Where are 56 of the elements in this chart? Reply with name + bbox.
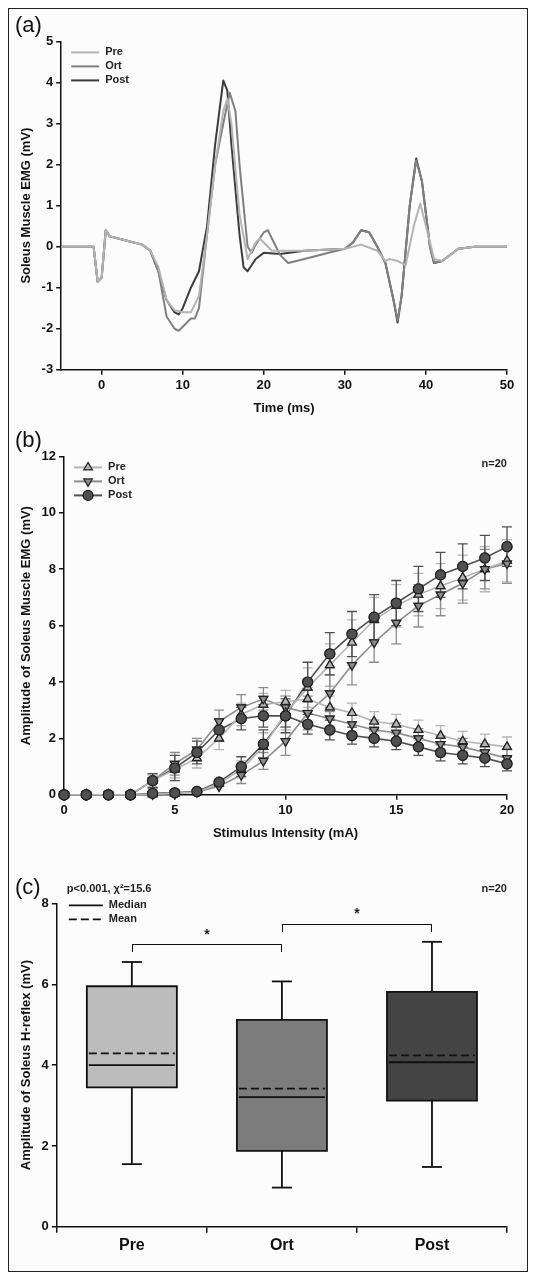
x-tick-label: Pre bbox=[118, 1235, 145, 1253]
y-tick-label: 6 bbox=[48, 617, 57, 633]
y-tick-label: -2 bbox=[41, 320, 54, 336]
annotation: Mean bbox=[108, 912, 138, 925]
y-axis-title: Soleus Muscle EMG (mV) bbox=[18, 127, 34, 284]
x-tick-label: 10 bbox=[278, 802, 293, 818]
y-tick-label: 2 bbox=[41, 1137, 49, 1153]
legend-label: Post bbox=[105, 73, 130, 86]
y-tick-label: 12 bbox=[41, 447, 57, 463]
chart-title: (c) bbox=[15, 874, 41, 900]
annotation: n=20 bbox=[481, 456, 507, 469]
x-axis-title: Stimulus Intensity (mA) bbox=[212, 824, 359, 840]
y-tick-label: 0 bbox=[48, 786, 57, 802]
y-tick-label: 2 bbox=[48, 729, 57, 745]
x-tick-label: 20 bbox=[499, 802, 515, 818]
text: p<0.001, χ²=15.6 bbox=[66, 882, 152, 895]
y-tick-label: 3 bbox=[45, 115, 54, 131]
x-tick-label: 30 bbox=[337, 377, 353, 393]
x-tick-label: Ort bbox=[269, 1235, 295, 1253]
annotation: Median bbox=[108, 898, 147, 911]
y-tick-label: -1 bbox=[41, 279, 54, 295]
x-tick-label: 20 bbox=[256, 377, 272, 393]
legend-label: Ort bbox=[108, 474, 125, 487]
annotation: * bbox=[354, 905, 361, 922]
y-tick-label: 4 bbox=[48, 673, 57, 689]
annotation: * bbox=[204, 925, 211, 942]
y-tick-label: 5 bbox=[45, 32, 54, 48]
legend-label: Post bbox=[108, 488, 133, 501]
y-tick-label: 8 bbox=[48, 560, 57, 576]
y-tick-label: 6 bbox=[41, 975, 49, 991]
y-tick-label: 8 bbox=[41, 894, 49, 910]
y-axis-title: Amplitude of Soleus H-reflex (mV) bbox=[18, 960, 34, 1171]
x-tick-label: 50 bbox=[499, 377, 515, 393]
chart-title: (a) bbox=[15, 12, 42, 38]
x-tick-label: Post bbox=[414, 1235, 450, 1253]
text: n=20 bbox=[481, 882, 507, 895]
legend-label: Pre bbox=[108, 460, 126, 473]
y-tick-label: 1 bbox=[45, 197, 54, 213]
legend-label: Ort bbox=[105, 59, 122, 72]
y-tick-label: 0 bbox=[41, 1218, 49, 1234]
x-tick-label: 0 bbox=[98, 377, 106, 393]
chart-title: (b) bbox=[15, 427, 42, 453]
y-tick-label: 2 bbox=[45, 156, 54, 172]
x-axis-title: Time (ms) bbox=[253, 399, 315, 415]
x-tick-label: 40 bbox=[418, 377, 434, 393]
y-tick-label: -3 bbox=[41, 361, 54, 377]
x-tick-label: 0 bbox=[60, 802, 68, 818]
x-tick-label: 15 bbox=[389, 802, 404, 818]
x-tick-label: 10 bbox=[175, 377, 190, 393]
y-tick-label: 4 bbox=[41, 1056, 50, 1072]
y-tick-label: 4 bbox=[45, 74, 54, 90]
y-tick-label: 10 bbox=[41, 504, 57, 520]
y-tick-label: 0 bbox=[45, 238, 54, 254]
y-axis-title: Amplitude of Soleus Muscle EMG (mV) bbox=[18, 506, 34, 746]
x-tick-label: 5 bbox=[171, 802, 179, 818]
legend-label: Pre bbox=[105, 45, 123, 58]
